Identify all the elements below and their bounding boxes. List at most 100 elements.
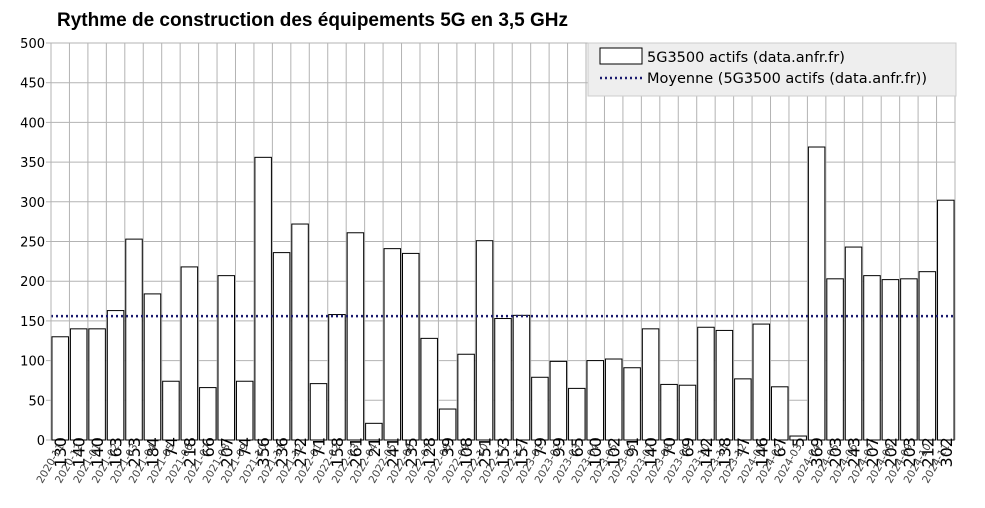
bar <box>900 278 918 441</box>
bar <box>715 329 734 441</box>
data-label: 130 <box>51 437 70 468</box>
bar <box>494 318 512 441</box>
data-label: 100 <box>586 437 605 468</box>
data-label: 212 <box>918 437 937 468</box>
bar <box>383 248 402 441</box>
y-tick-label: 300 <box>20 196 45 211</box>
data-label: 207 <box>863 437 882 468</box>
data-label: 202 <box>881 437 900 468</box>
chart-title: Rythme de construction des équipements 5… <box>57 10 568 31</box>
data-label: 21 <box>365 437 384 457</box>
data-label: 67 <box>771 437 790 457</box>
y-tick-label: 150 <box>20 315 45 330</box>
data-label: 138 <box>715 437 734 468</box>
data-label: 99 <box>549 437 568 457</box>
bar <box>844 246 863 441</box>
y-tick-label: 450 <box>20 77 45 92</box>
y-tick-label: 400 <box>20 116 45 131</box>
bar <box>549 360 568 441</box>
bar <box>697 326 715 441</box>
bar <box>660 383 678 441</box>
bar <box>734 378 752 441</box>
legend-label-mean: Moyenne (5G3500 actifs (data.anfr.fr)) <box>647 71 927 87</box>
data-label: 5 <box>789 437 808 447</box>
bar <box>272 252 291 441</box>
data-label: 91 <box>623 437 642 457</box>
bar <box>438 408 457 441</box>
bar <box>789 435 807 441</box>
data-label: 140 <box>70 437 89 468</box>
bar <box>807 146 826 441</box>
bar <box>88 328 106 441</box>
data-label: 140 <box>642 437 661 468</box>
bar <box>309 383 328 441</box>
bar <box>346 232 365 441</box>
bar <box>863 275 881 441</box>
bar <box>254 156 272 441</box>
data-label: 77 <box>734 437 753 457</box>
data-label: 74 <box>236 437 255 457</box>
data-label: 251 <box>476 437 495 468</box>
bar <box>402 252 420 441</box>
bar <box>199 387 217 441</box>
bar <box>475 240 494 441</box>
data-label: 207 <box>217 437 236 468</box>
y-tick-label: 250 <box>20 236 45 251</box>
y-axis: 0 50 100 150 200 250 300 350 400 450 500 <box>20 37 52 449</box>
data-label: 102 <box>605 437 624 468</box>
bar <box>770 386 789 441</box>
bar <box>937 199 955 441</box>
bar <box>365 422 383 441</box>
data-label: 66 <box>199 437 218 457</box>
y-tick-label: 350 <box>20 156 45 171</box>
bar <box>826 278 844 441</box>
data-label: 203 <box>826 437 845 468</box>
bar <box>457 353 475 441</box>
y-tick-label: 0 <box>37 434 45 449</box>
data-label: 146 <box>752 437 771 468</box>
bar <box>752 323 771 441</box>
data-label: 39 <box>439 437 458 457</box>
data-label: 65 <box>568 437 587 457</box>
data-labels: 130 140 140 163 253 184 74 218 66 207 74 356 236 272 7… <box>51 437 956 468</box>
bar <box>568 387 586 441</box>
y-tick-label: 500 <box>20 37 45 52</box>
bar <box>235 380 254 441</box>
data-label: 163 <box>107 437 126 468</box>
data-label: 153 <box>494 437 513 468</box>
data-label: 236 <box>273 437 292 468</box>
bar <box>420 337 438 441</box>
data-label: 253 <box>125 437 144 468</box>
bar <box>678 384 697 441</box>
legend-swatch-bars <box>599 47 643 65</box>
data-label: 243 <box>845 437 864 468</box>
data-label: 235 <box>402 437 421 468</box>
bar <box>69 328 88 441</box>
bar <box>604 358 623 441</box>
bar <box>918 271 937 441</box>
bar <box>531 376 549 441</box>
data-label: 142 <box>697 437 716 468</box>
bar <box>51 336 69 441</box>
legend-box <box>587 42 957 97</box>
bar <box>641 328 660 441</box>
bar <box>180 266 199 441</box>
data-label: 261 <box>346 437 365 468</box>
data-label: 71 <box>310 437 329 457</box>
data-label: 158 <box>328 437 347 468</box>
data-label: 108 <box>457 437 476 468</box>
bar <box>106 310 125 441</box>
bar <box>143 293 162 441</box>
bar <box>623 367 641 441</box>
data-label: 241 <box>383 437 402 468</box>
data-label: 157 <box>512 437 531 468</box>
data-label: 369 <box>808 437 827 468</box>
bar <box>162 380 180 441</box>
data-label: 302 <box>937 437 956 468</box>
bar <box>512 314 531 441</box>
bar <box>217 275 236 441</box>
bar <box>881 279 900 441</box>
data-label: 203 <box>900 437 919 468</box>
data-label: 79 <box>531 437 550 457</box>
